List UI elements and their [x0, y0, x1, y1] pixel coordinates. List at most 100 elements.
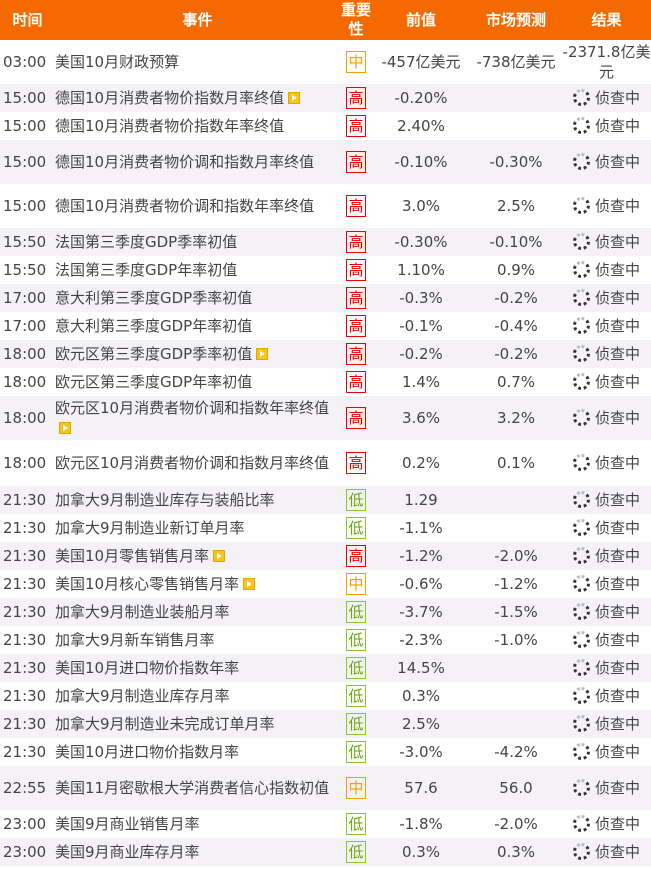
event-name[interactable]: 德国10月消费者物价指数月率终值 — [55, 89, 285, 107]
event-cell: 欧元区第三季度GDP年率初值 — [55, 368, 340, 396]
loading-spinner-icon — [572, 843, 590, 860]
event-name[interactable]: 美国10月零售销售月率 — [55, 547, 210, 565]
result-value: 侦查中 — [594, 519, 640, 537]
event-name[interactable]: 意大利第三季度GDP年率初值 — [55, 317, 253, 335]
table-row: 15:00 德国10月消费者物价调和指数月率终值 高 -0.10% -0.30% 侦查中 — [0, 140, 651, 184]
result-cell: 侦查中 — [562, 312, 651, 340]
importance-badge: 高 — [346, 343, 366, 365]
play-video-icon[interactable] — [59, 422, 71, 434]
importance-cell: 高 — [340, 440, 372, 486]
event-name[interactable]: 加拿大9月制造业库存月率 — [55, 687, 230, 705]
event-name[interactable]: 加拿大9月新车销售月率 — [55, 631, 215, 649]
previous-value: 1.4% — [401, 373, 441, 391]
play-video-icon[interactable] — [213, 550, 226, 562]
event-name[interactable]: 美国10月核心零售销售月率 — [55, 575, 240, 593]
result-value: 侦查中 — [594, 289, 640, 307]
forecast-value: -2.0% — [494, 815, 538, 833]
event-cell: 美国10月进口物价指数年率 — [55, 654, 340, 682]
event-name[interactable]: 美国11月密歇根大学消费者信心指数初值 — [55, 779, 330, 797]
loading-spinner-icon — [572, 547, 590, 564]
event-time: 17:00 — [3, 317, 47, 335]
importance-cell: 低 — [340, 810, 372, 838]
importance-cell: 低 — [340, 710, 372, 738]
result-value: 侦查中 — [594, 843, 640, 861]
play-video-icon[interactable] — [288, 92, 301, 104]
event-cell: 加拿大9月制造业库存与装船比率 — [55, 486, 340, 514]
result-cell: 侦查中 — [562, 84, 651, 112]
event-cell: 加拿大9月新车销售月率 — [55, 626, 340, 654]
play-video-icon[interactable] — [243, 578, 256, 590]
forecast-value: 2.5% — [496, 197, 536, 215]
event-cell: 欧元区10月消费者物价调和指数年率终值 — [55, 396, 340, 440]
table-row: 15:50 法国第三季度GDP年率初值 高 1.10% 0.9% 侦查中 — [0, 256, 651, 284]
loading-spinner-icon — [572, 345, 590, 362]
importance-cell: 中 — [340, 40, 372, 84]
event-name[interactable]: 法国第三季度GDP年率初值 — [55, 261, 238, 279]
event-name[interactable]: 欧元区10月消费者物价调和指数年率终值 — [55, 399, 330, 417]
table-row: 23:00 美国9月商业库存月率 低 0.3% 0.3% 侦查中 — [0, 838, 651, 866]
importance-badge: 高 — [346, 87, 366, 109]
table-row: 21:30 美国10月零售销售月率 高 -1.2% -2.0% 侦查中 — [0, 542, 651, 570]
event-name[interactable]: 加拿大9月制造业装船月率 — [55, 603, 230, 621]
event-time: 15:00 — [3, 117, 47, 135]
table-row: 17:00 意大利第三季度GDP季率初值 高 -0.3% -0.2% 侦查中 — [0, 284, 651, 312]
event-time: 15:00 — [0, 140, 55, 184]
play-video-icon[interactable] — [256, 348, 269, 360]
forecast-value — [470, 112, 562, 140]
loading-spinner-icon — [572, 317, 590, 334]
event-cell: 德国10月消费者物价指数月率终值 — [55, 84, 340, 112]
importance-badge: 低 — [346, 741, 366, 763]
event-name[interactable]: 德国10月消费者物价调和指数年率终值 — [55, 197, 315, 215]
forecast-value — [470, 654, 562, 682]
event-name[interactable]: 美国9月商业库存月率 — [55, 843, 200, 861]
importance-badge: 高 — [346, 151, 366, 173]
event-name[interactable]: 美国10月进口物价指数年率 — [55, 659, 240, 677]
result-cell: 侦查中 — [562, 810, 651, 838]
header-result: 结果 — [562, 0, 651, 40]
importance-cell: 低 — [340, 838, 372, 866]
event-name[interactable]: 加拿大9月制造业库存与装船比率 — [55, 491, 275, 509]
event-time: 21:30 — [3, 687, 47, 705]
event-name[interactable]: 欧元区10月消费者物价调和指数月率终值 — [55, 454, 330, 472]
forecast-value: -0.30% — [470, 140, 562, 184]
result-value: 侦查中 — [594, 233, 640, 251]
event-cell: 德国10月消费者物价指数年率终值 — [55, 112, 340, 140]
forecast-value — [470, 486, 562, 514]
forecast-value: -0.2% — [470, 284, 562, 312]
table-row: 03:00 美国10月财政预算 中 -457亿美元 -738亿美元 -2371.8亿美元 — [0, 40, 651, 84]
event-cell: 意大利第三季度GDP年率初值 — [55, 312, 340, 340]
event-name[interactable]: 法国第三季度GDP季率初值 — [55, 233, 238, 251]
result-cell: 侦查中 — [562, 766, 651, 810]
event-name[interactable]: 加拿大9月制造业新订单月率 — [55, 519, 245, 537]
importance-badge: 低 — [346, 813, 366, 835]
event-name[interactable]: 欧元区第三季度GDP季率初值 — [55, 345, 253, 363]
event-name[interactable]: 美国10月进口物价指数月率 — [55, 743, 240, 761]
event-cell: 德国10月消费者物价调和指数年率终值 — [55, 184, 340, 228]
event-name[interactable]: 意大利第三季度GDP季率初值 — [55, 289, 253, 307]
event-name[interactable]: 德国10月消费者物价调和指数月率终值 — [55, 153, 315, 171]
result-cell: 侦查中 — [562, 228, 651, 256]
loading-spinner-icon — [572, 715, 590, 732]
importance-cell: 高 — [340, 340, 372, 368]
result-cell: 侦查中 — [562, 682, 651, 710]
forecast-value: -0.10% — [470, 228, 562, 256]
event-name[interactable]: 欧元区第三季度GDP年率初值 — [55, 373, 253, 391]
loading-spinner-icon — [572, 659, 590, 676]
result-value: 侦查中 — [594, 659, 640, 677]
event-time: 21:30 — [3, 743, 47, 761]
event-name[interactable]: 美国9月商业销售月率 — [55, 815, 200, 833]
event-name[interactable]: 加拿大9月制造业未完成订单月率 — [55, 715, 275, 733]
table-row: 23:00 美国9月商业销售月率 低 -1.8% -2.0% 侦查中 — [0, 810, 651, 838]
event-name[interactable]: 美国10月财政预算 — [55, 53, 180, 71]
loading-spinner-icon — [572, 603, 590, 620]
importance-badge: 低 — [346, 657, 366, 679]
previous-value: -0.10% — [372, 140, 470, 184]
header-importance: 重要性 — [340, 0, 372, 40]
importance-badge: 高 — [346, 115, 366, 137]
previous-value: -0.20% — [372, 84, 470, 112]
importance-badge: 高 — [346, 545, 366, 567]
result-cell: 侦查中 — [562, 440, 651, 486]
importance-badge: 低 — [346, 713, 366, 735]
event-name[interactable]: 德国10月消费者物价指数年率终值 — [55, 117, 285, 135]
loading-spinner-icon — [572, 261, 590, 278]
